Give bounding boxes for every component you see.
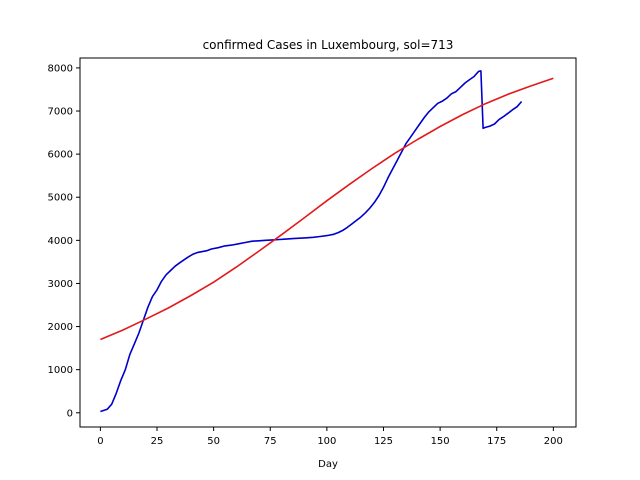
y-tick-label: 0 [67,408,73,419]
plot-frame [79,57,577,428]
x-tick-label: 125 [374,436,393,447]
y-tick-label: 3000 [48,279,73,290]
series-line-1 [100,70,523,413]
y-axis: 0 1000 2000 3000 4000 5000 6000 7000 8000 [48,63,80,419]
plot-area [100,70,554,413]
y-tick-label: 7000 [48,107,73,118]
series-line-2 [100,77,554,341]
x-tick-label: 175 [487,436,506,447]
x-axis-label: Day [318,459,338,470]
y-tick-label: 6000 [48,150,73,161]
y-tick-label: 2000 [48,322,73,333]
y-tick-label: 5000 [48,193,73,204]
x-tick-label: 75 [264,436,277,447]
x-tick-label: 150 [431,436,450,447]
y-tick-label: 1000 [48,365,73,376]
x-tick-label: 100 [317,436,336,447]
x-axis: 0 25 50 75 100 125 150 175 200 [97,427,563,447]
x-tick-label: 50 [207,436,220,447]
x-tick-label: 25 [151,436,164,447]
x-tick-label: 200 [544,436,563,447]
y-tick-label: 8000 [48,63,73,74]
x-tick-label: 0 [97,436,103,447]
chart-title: confirmed Cases in Luxembourg, sol=713 [203,38,454,52]
y-tick-label: 4000 [48,236,73,247]
